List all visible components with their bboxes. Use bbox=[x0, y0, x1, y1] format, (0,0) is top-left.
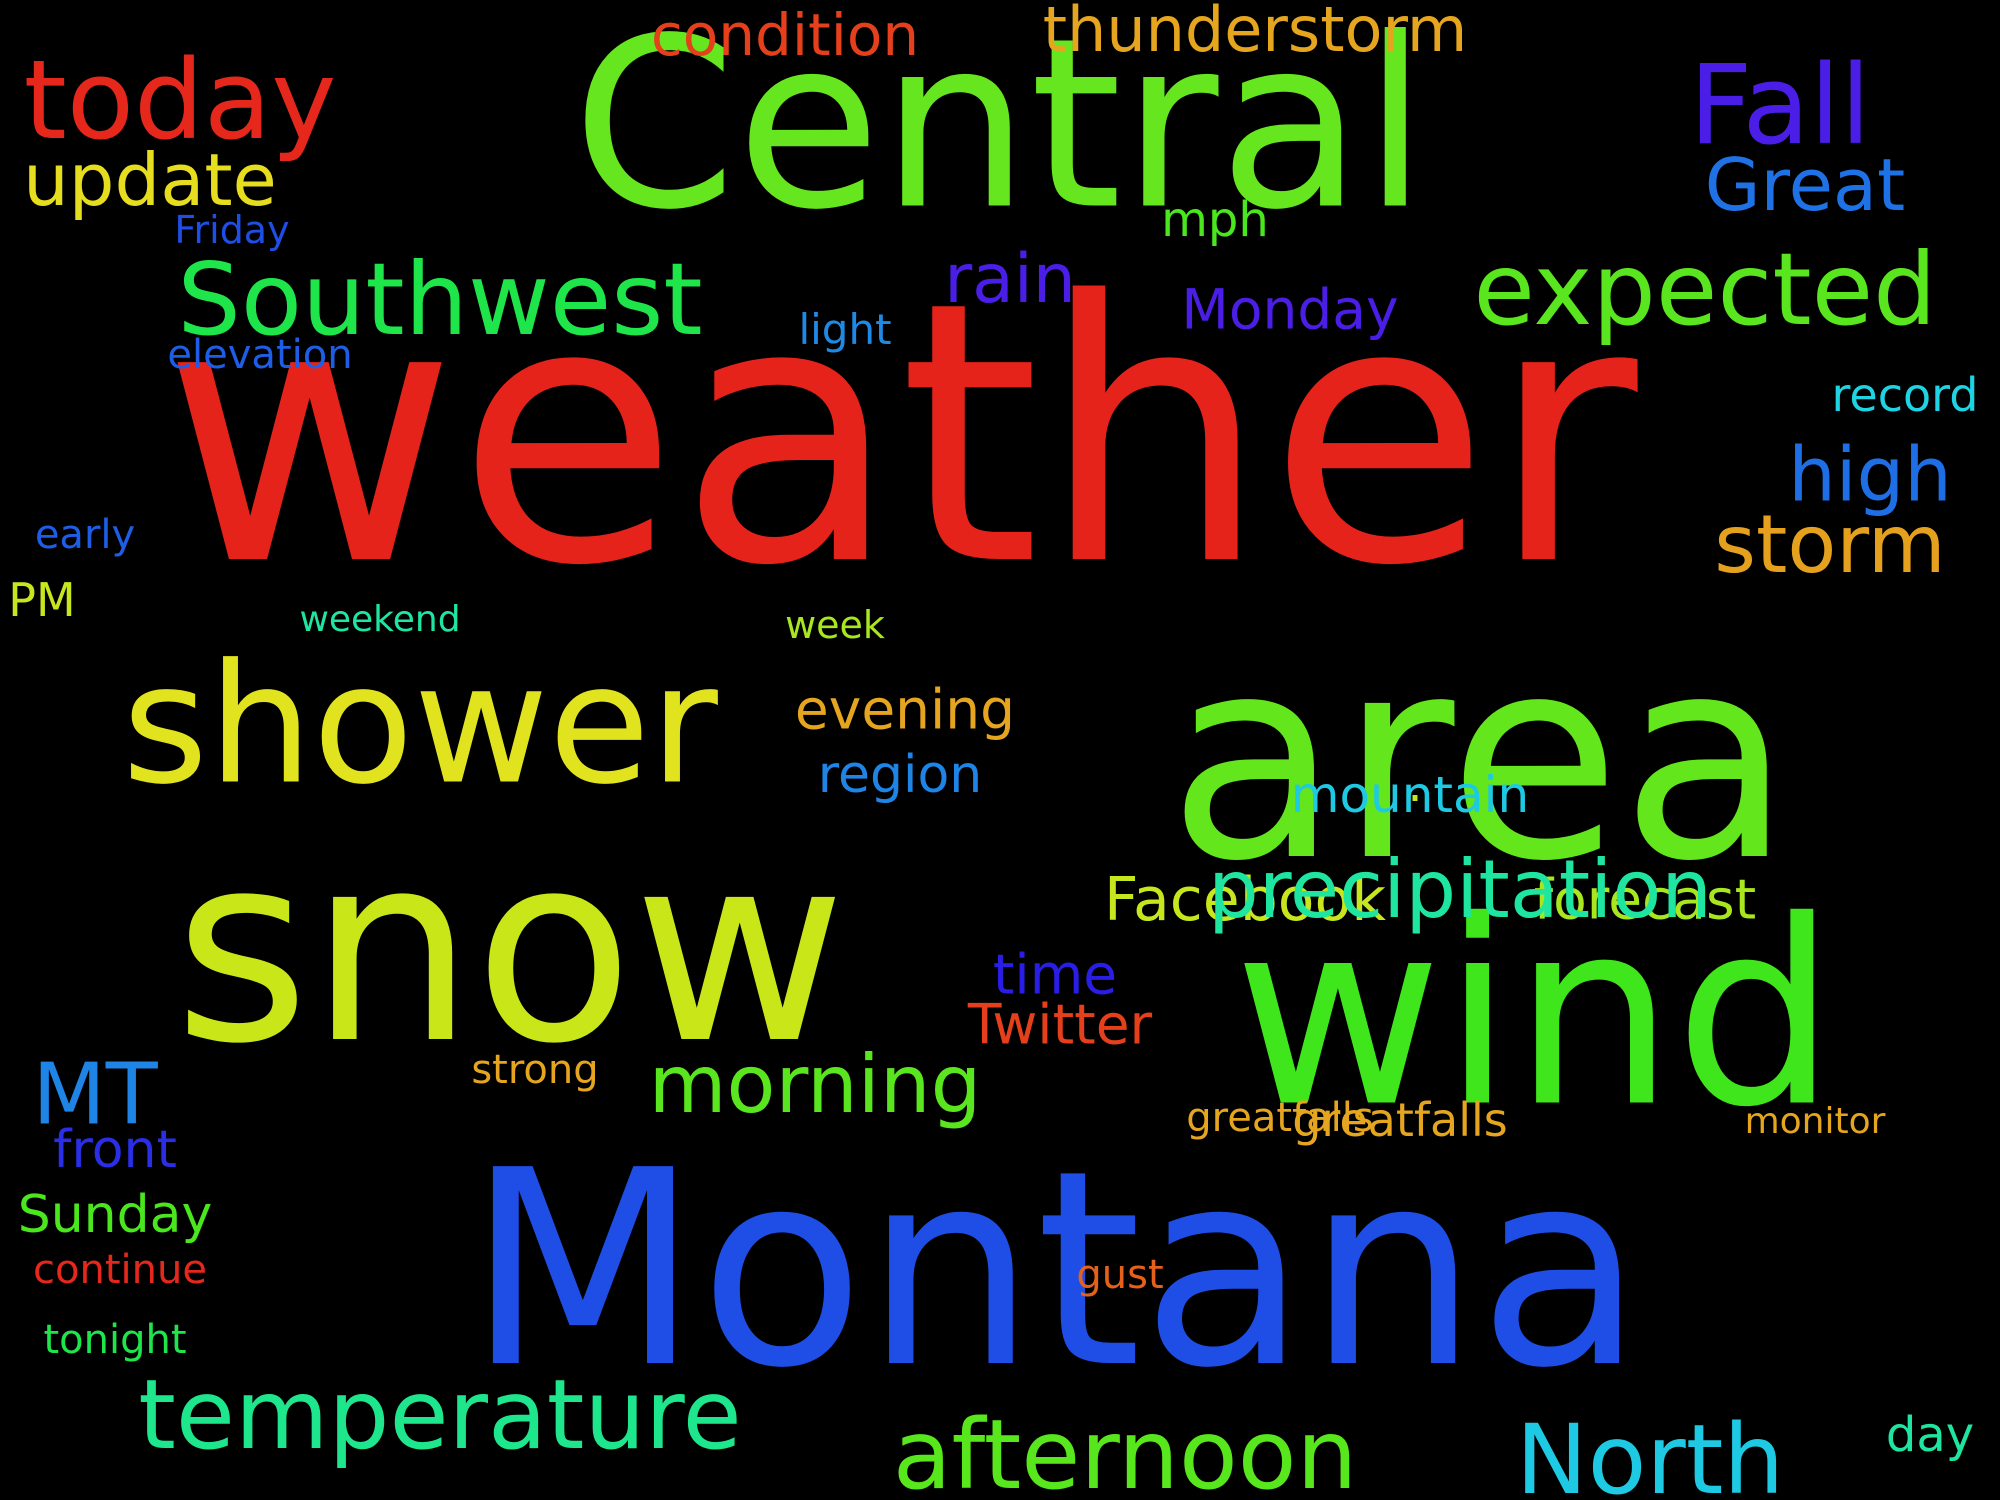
word-dot: . bbox=[1407, 757, 1423, 813]
word-rain: rain bbox=[944, 240, 1076, 319]
word-strong: strong bbox=[471, 1047, 599, 1093]
word-weekend: weekend bbox=[299, 599, 461, 640]
word-forecast: forecast bbox=[1533, 867, 1757, 932]
word-tonight: tonight bbox=[43, 1317, 187, 1363]
word-wind: wind bbox=[1233, 866, 1837, 1164]
word-north: North bbox=[1515, 1404, 1785, 1500]
word-elevation: elevation bbox=[167, 332, 353, 378]
word-mountain: mountain bbox=[1290, 766, 1530, 824]
word-greatfalls-2: greatfalls bbox=[1186, 1095, 1374, 1141]
word-precipitation: precipitation bbox=[1208, 843, 1712, 936]
word-light: light bbox=[798, 305, 892, 354]
word-condition: condition bbox=[650, 1, 920, 69]
word-high: high bbox=[1788, 430, 1952, 519]
word-front: front bbox=[53, 1120, 177, 1180]
word-temperature: temperature bbox=[138, 1359, 742, 1471]
word-thunderstorm: thunderstorm bbox=[1042, 0, 1468, 66]
word-mph: mph bbox=[1161, 192, 1269, 248]
word-record: record bbox=[1831, 368, 1979, 422]
word-twitter: Twitter bbox=[967, 992, 1153, 1057]
word-montana: Montana bbox=[466, 1112, 1644, 1427]
word-greatfalls: greatfalls bbox=[1292, 1093, 1508, 1147]
word-central: Central bbox=[572, 0, 1428, 262]
word-today: today bbox=[23, 36, 337, 164]
word-sunday: Sunday bbox=[17, 1185, 213, 1245]
word-day: day bbox=[1885, 1407, 1975, 1463]
word-friday: Friday bbox=[174, 208, 290, 252]
word-weather: weather bbox=[162, 225, 1638, 644]
word-update: update bbox=[23, 138, 277, 222]
word-storm: storm bbox=[1714, 498, 1946, 591]
word-region: region bbox=[817, 745, 983, 805]
word-shower: shower bbox=[122, 628, 718, 821]
word-great: Great bbox=[1704, 143, 1906, 227]
word-snow: snow bbox=[174, 799, 846, 1101]
word-monitor: monitor bbox=[1744, 1101, 1886, 1142]
word-early: early bbox=[34, 512, 136, 558]
word-gust: gust bbox=[1076, 1252, 1164, 1298]
word-time: time bbox=[992, 942, 1118, 1007]
word-continue: continue bbox=[33, 1247, 207, 1293]
word-pm: PM bbox=[8, 573, 76, 627]
word-week: week bbox=[785, 603, 885, 647]
word-area: area bbox=[1167, 597, 1793, 923]
word-afternoon: afternoon bbox=[892, 1399, 1358, 1500]
word-fall: Fall bbox=[1689, 41, 1871, 169]
word-evening: evening bbox=[794, 677, 1016, 742]
word-monday: Monday bbox=[1181, 277, 1399, 342]
word-southwest: Southwest bbox=[177, 241, 703, 358]
word-facebook: Facebook bbox=[1104, 865, 1386, 935]
word-expected: expected bbox=[1473, 231, 1937, 348]
word-mt: MT bbox=[32, 1045, 158, 1145]
word-morning: morning bbox=[648, 1038, 982, 1131]
